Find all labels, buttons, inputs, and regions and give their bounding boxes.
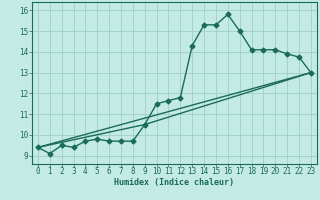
X-axis label: Humidex (Indice chaleur): Humidex (Indice chaleur) [115, 178, 234, 187]
